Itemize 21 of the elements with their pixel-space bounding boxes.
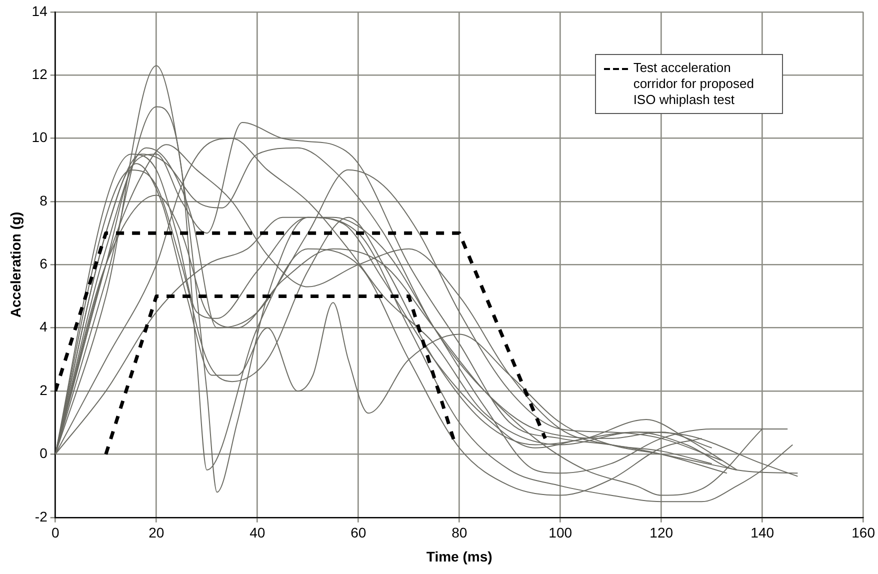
x-tick-label: 40 <box>250 524 266 541</box>
x-tick-label: 100 <box>548 524 572 541</box>
x-tick-label: 0 <box>51 524 60 541</box>
y-tick-label: 8 <box>40 192 48 208</box>
y-tick-label: -2 <box>34 508 48 524</box>
x-axis-title: Time (ms) <box>426 548 492 564</box>
y-tick-label: 4 <box>40 318 48 335</box>
y-tick-label: 14 <box>32 2 48 19</box>
x-tick-label: 140 <box>750 524 774 541</box>
y-tick-label: 0 <box>40 445 48 462</box>
x-tick-label: 60 <box>350 524 366 541</box>
x-tick-label: 160 <box>852 524 876 541</box>
x-tick-label: 120 <box>650 524 674 541</box>
y-axis-title: Acceleration (g) <box>7 212 24 318</box>
y-tick-label: 6 <box>40 256 48 272</box>
y-tick-label: 12 <box>32 66 48 82</box>
y-tick-label: 2 <box>40 382 48 398</box>
y-tick-label: 10 <box>32 129 48 146</box>
legend-label: Test acceleration corridor for proposed ISO whiplash test <box>633 60 755 108</box>
x-tick-label: 80 <box>452 524 468 541</box>
x-tick-label: 20 <box>148 524 164 541</box>
